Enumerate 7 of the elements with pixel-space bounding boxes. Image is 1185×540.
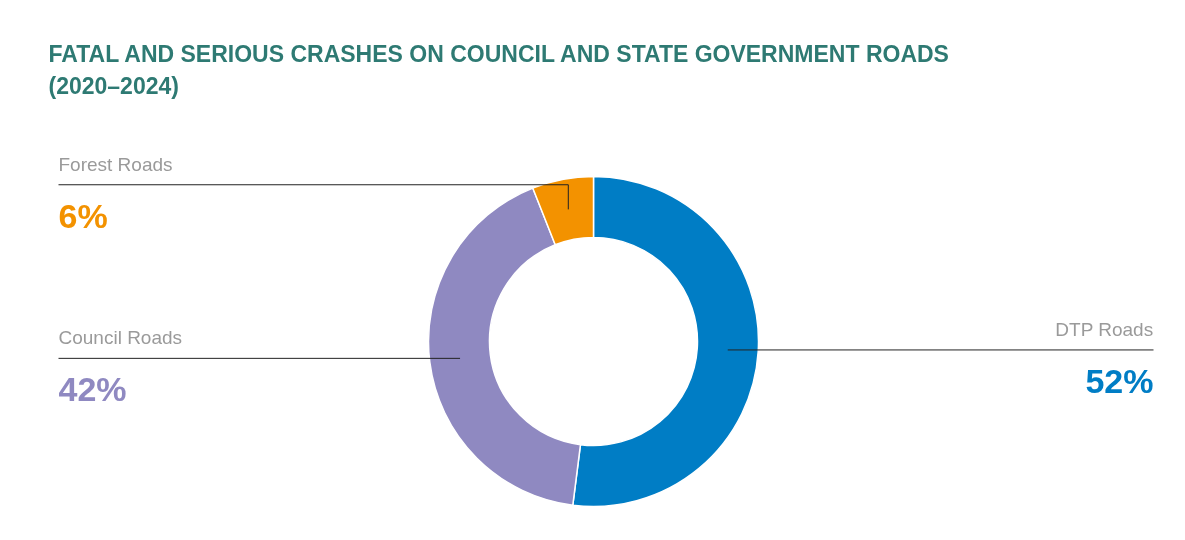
data-label: 6% bbox=[58, 196, 108, 235]
slice-label: DTP Roads bbox=[1055, 318, 1154, 340]
chart-title: FATAL AND SERIOUS CRASHES ON COUNCIL AND STATE GOVERNMENT ROADS (2020–2024) bbox=[48, 40, 949, 99]
slice-label: Forest Roads bbox=[58, 153, 173, 175]
slice-label: Council Roads bbox=[58, 327, 183, 349]
data-label: 42% bbox=[58, 370, 127, 409]
data-label: 52% bbox=[1085, 361, 1154, 400]
